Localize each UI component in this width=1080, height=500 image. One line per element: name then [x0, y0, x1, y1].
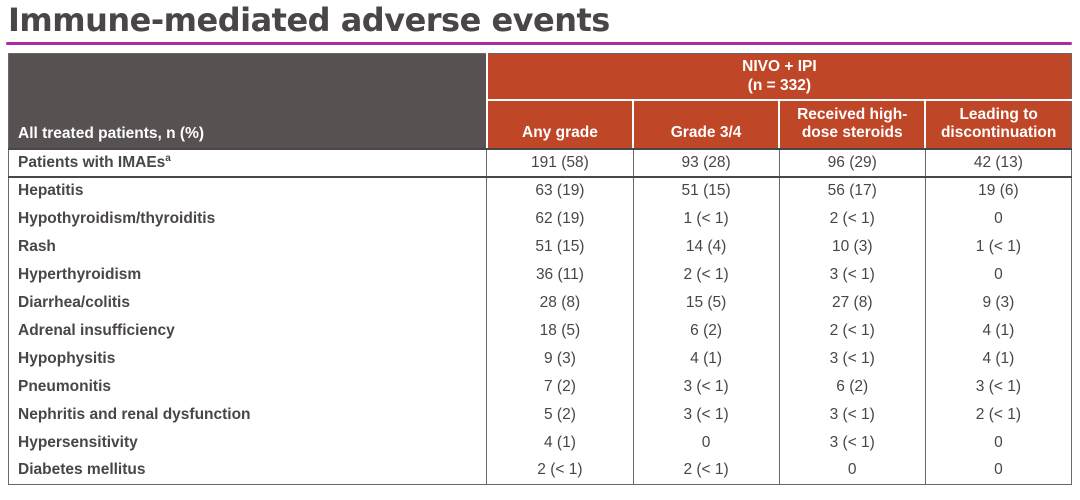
table-row: Hypophysitis 9 (3) 4 (1) 3 (< 1) 4 (1)	[8, 344, 1072, 373]
value-cell: 3 (< 1)	[778, 428, 926, 457]
value-cell: 2 (< 1)	[486, 456, 633, 485]
table-row: Nephritis and renal dysfunction 5 (2) 3 (<…	[8, 400, 1072, 429]
value-cell: 6 (2)	[632, 316, 780, 345]
value-cell: 56 (17)	[778, 176, 926, 205]
value-cell: 62 (19)	[486, 204, 633, 233]
value-cell: 19 (6)	[924, 176, 1072, 205]
adverse-events-table: All treated patients, n (%) NIVO + IPI (…	[8, 53, 1072, 485]
value-cell: 0	[632, 428, 780, 457]
value-cell: 4 (1)	[486, 428, 633, 457]
footnote-marker: a	[165, 152, 171, 164]
value-cell: 18 (5)	[486, 316, 633, 345]
value-cell: 51 (15)	[486, 232, 633, 261]
row-label: Patients with IMAEsa	[8, 148, 487, 178]
table-body: Patients with IMAEsa 191 (58) 93 (28) 96 (2…	[8, 148, 1072, 485]
title-accent-rule	[6, 42, 1072, 45]
value-cell: 4 (1)	[632, 344, 780, 373]
column-header-high-dose-steroids: Received high-dose steroids	[778, 99, 926, 150]
table-row: Adrenal insufficiency 18 (5) 6 (2) 2 (< 1) 4…	[8, 316, 1072, 345]
value-cell: 0	[924, 428, 1072, 457]
value-cell: 2 (< 1)	[778, 204, 926, 233]
group-header-cell: NIVO + IPI (n = 332)	[486, 53, 1072, 101]
value-cell: 1 (< 1)	[924, 232, 1072, 261]
value-cell: 2 (< 1)	[778, 316, 926, 345]
column-header-any-grade: Any grade	[486, 99, 633, 150]
value-cell: 0	[778, 456, 926, 485]
column-header-row: Any grade Grade 3/4 Received high-dose s…	[9, 99, 1072, 150]
row-label: Hypothyroidism/thyroiditis	[8, 204, 487, 233]
row-label: Rash	[8, 232, 487, 261]
row-label: Diabetes mellitus	[8, 456, 487, 485]
value-cell: 9 (3)	[924, 288, 1072, 317]
row-label: Adrenal insufficiency	[8, 316, 487, 345]
value-cell: 9 (3)	[486, 344, 633, 373]
value-cell: 93 (28)	[632, 148, 780, 178]
value-cell: 2 (< 1)	[632, 260, 780, 289]
value-cell: 6 (2)	[778, 372, 926, 401]
value-cell: 2 (< 1)	[924, 400, 1072, 429]
table-row: Hepatitis 63 (19) 51 (15) 56 (17) 19 (6)	[8, 176, 1072, 205]
value-cell: 4 (1)	[924, 316, 1072, 345]
value-cell: 2 (< 1)	[632, 456, 780, 485]
table-row: Pneumonitis 7 (2) 3 (< 1) 6 (2) 3 (< 1)	[8, 372, 1072, 401]
value-cell: 3 (< 1)	[778, 260, 926, 289]
value-cell: 63 (19)	[486, 176, 633, 205]
table-row: Patients with IMAEsa 191 (58) 93 (28) 96 (2…	[8, 148, 1072, 178]
group-header-row: All treated patients, n (%) NIVO + IPI (…	[8, 53, 1072, 150]
row-label: Nephritis and renal dysfunction	[8, 400, 487, 429]
row-header-label: All treated patients, n (%)	[18, 124, 205, 142]
corner-header-cell: All treated patients, n (%)	[8, 53, 488, 150]
column-header-discontinuation: Leading to discontinuation	[924, 99, 1072, 150]
column-header-grade-3-4: Grade 3/4	[631, 99, 780, 150]
value-cell: 5 (2)	[486, 400, 633, 429]
row-label: Diarrhea/colitis	[8, 288, 487, 317]
table-row: Hypothyroidism/thyroiditis 62 (19) 1 (< 1)…	[8, 204, 1072, 233]
value-cell: 0	[924, 204, 1072, 233]
table-row: Diarrhea/colitis 28 (8) 15 (5) 27 (8) 9 (3)	[8, 288, 1072, 317]
table-row: Hyperthyroidism 36 (11) 2 (< 1) 3 (< 1) 0	[8, 260, 1072, 289]
row-label: Pneumonitis	[8, 372, 487, 401]
value-cell: 27 (8)	[778, 288, 926, 317]
row-label: Hypersensitivity	[8, 428, 487, 457]
value-cell: 51 (15)	[632, 176, 780, 205]
table-row: Hypersensitivity 4 (1) 0 3 (< 1) 0	[8, 428, 1072, 457]
value-cell: 3 (< 1)	[924, 372, 1072, 401]
value-cell: 10 (3)	[778, 232, 926, 261]
row-label: Hepatitis	[8, 176, 487, 205]
value-cell: 42 (13)	[924, 148, 1072, 178]
group-header-line2: (n = 332)	[747, 77, 812, 95]
value-cell: 7 (2)	[486, 372, 633, 401]
value-cell: 3 (< 1)	[632, 400, 780, 429]
value-cell: 3 (< 1)	[778, 400, 926, 429]
value-cell: 0	[924, 260, 1072, 289]
value-cell: 1 (< 1)	[632, 204, 780, 233]
value-cell: 14 (4)	[632, 232, 780, 261]
table-row: Diabetes mellitus 2 (< 1) 2 (< 1) 0 0	[8, 456, 1072, 485]
value-cell: 3 (< 1)	[778, 344, 926, 373]
page-title: Immune-mediated adverse events	[8, 1, 610, 39]
table-row: Rash 51 (15) 14 (4) 10 (3) 1 (< 1)	[8, 232, 1072, 261]
table-header: All treated patients, n (%) NIVO + IPI (…	[8, 53, 1072, 150]
value-cell: 36 (11)	[486, 260, 633, 289]
value-cell: 96 (29)	[778, 148, 926, 178]
value-cell: 4 (1)	[924, 344, 1072, 373]
value-cell: 0	[924, 456, 1072, 485]
value-cell: 28 (8)	[486, 288, 633, 317]
row-label: Hypophysitis	[8, 344, 487, 373]
value-cell: 3 (< 1)	[632, 372, 780, 401]
value-cell: 15 (5)	[632, 288, 780, 317]
value-cell: 191 (58)	[486, 148, 633, 178]
group-header-line1: NIVO + IPI	[742, 57, 817, 75]
row-label: Hyperthyroidism	[8, 260, 487, 289]
